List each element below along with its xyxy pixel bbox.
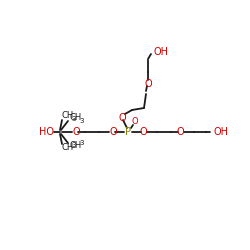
Text: O: O	[176, 127, 184, 137]
Text: 3: 3	[71, 142, 76, 148]
Text: CH: CH	[69, 114, 81, 122]
Text: HO: HO	[38, 127, 54, 137]
Text: CH: CH	[61, 144, 73, 152]
Text: O: O	[118, 113, 126, 123]
Text: OH: OH	[214, 127, 229, 137]
Text: 3: 3	[71, 116, 76, 122]
Text: P: P	[125, 127, 131, 137]
Text: 3: 3	[79, 118, 84, 124]
Text: 3: 3	[79, 140, 84, 146]
Text: CH: CH	[69, 142, 81, 150]
Text: O: O	[132, 118, 138, 126]
Text: O: O	[72, 127, 80, 137]
Text: O: O	[139, 127, 147, 137]
Text: OH: OH	[153, 47, 168, 57]
Text: O: O	[109, 127, 117, 137]
Text: CH: CH	[61, 112, 73, 120]
Text: O: O	[144, 79, 152, 89]
